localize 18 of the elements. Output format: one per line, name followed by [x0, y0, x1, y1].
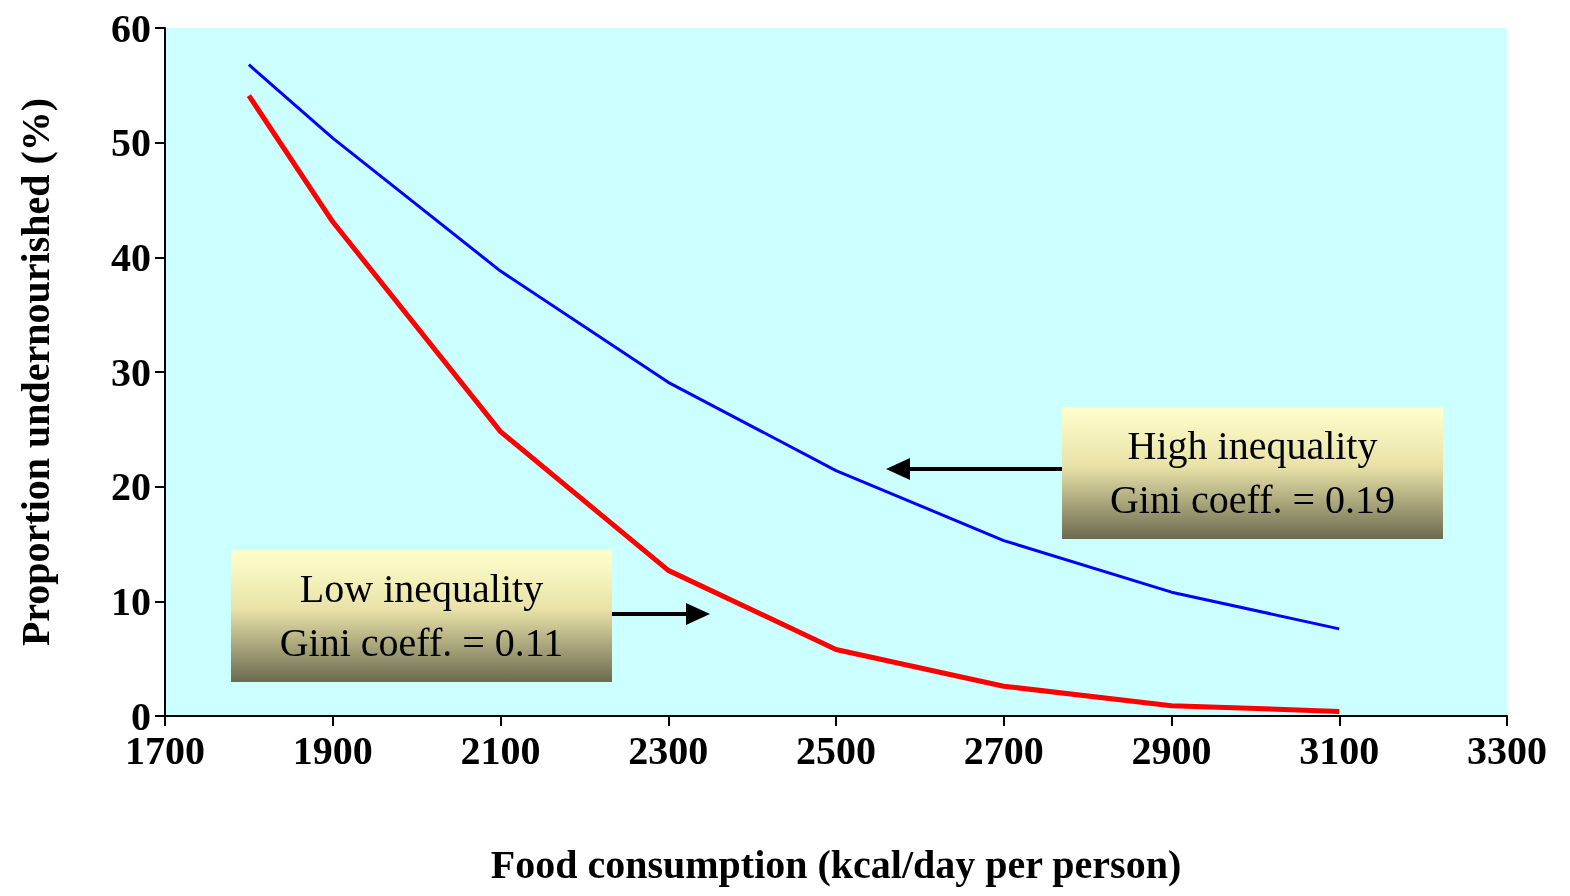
x-tick-label: 1900 [292, 727, 373, 773]
y-axis-title: Proportion undernourished (%) [12, 97, 58, 647]
y-tick-label: 20 [111, 464, 151, 510]
y-tick-label: 10 [111, 578, 151, 624]
x-axis-title: Food consumption (kcal/day per person) [490, 841, 1182, 887]
annotation: Low inequality Gini coeff. = 0.11 [231, 550, 612, 682]
y-tick-label: 30 [111, 349, 151, 395]
x-tick-label: 2100 [460, 727, 541, 773]
y-tick-label: 40 [111, 234, 151, 280]
x-tick-label: 3100 [1299, 727, 1380, 773]
x-tick-label: 2500 [796, 727, 876, 773]
x-tick-label: 3300 [1467, 727, 1547, 773]
x-tick-label: 2700 [963, 727, 1044, 773]
annotation: High inequality Gini coeff. = 0.19 [1062, 407, 1443, 539]
x-tick-label: 2300 [628, 727, 709, 773]
x-tick-label: 2900 [1131, 727, 1212, 773]
y-tick-label: 60 [111, 5, 151, 51]
y-tick-label: 50 [111, 120, 151, 166]
